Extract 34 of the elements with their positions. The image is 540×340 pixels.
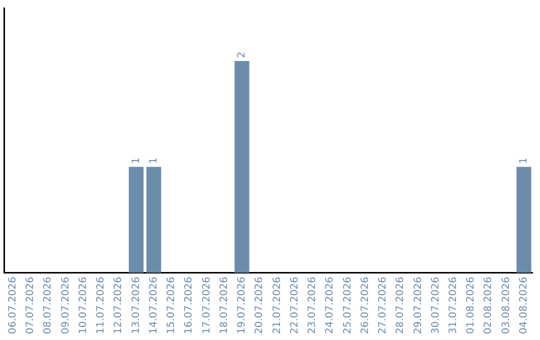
x-tick-label: 25.07.2026 (342, 276, 354, 334)
x-tick-label: 12.07.2026 (113, 276, 124, 334)
data-label: 1 (148, 157, 160, 164)
data-label: 1 (130, 157, 142, 164)
x-tick-label: 18.07.2026 (218, 276, 230, 334)
x-tick-label: 06.07.2026 (7, 276, 18, 334)
x-tick-label: 22.07.2026 (289, 276, 300, 334)
x-tick-label: 27.07.2026 (378, 276, 389, 334)
x-tick-label: 09.07.2026 (60, 276, 72, 334)
x-tick-label: 21.07.2026 (272, 276, 283, 334)
x-tick-label: 26.07.2026 (360, 276, 371, 334)
x-tick-label: 23.07.2026 (307, 276, 318, 334)
x-tick-label: 24.07.2026 (324, 276, 336, 334)
x-tick-label: 14.07.2026 (148, 276, 160, 334)
x-tick-label: 28.07.2026 (395, 276, 406, 334)
data-label: 1 (518, 157, 530, 164)
x-tick-label: 04.08.2026 (518, 276, 530, 334)
x-tick-label: 29.07.2026 (412, 276, 424, 334)
x-tick-label: 08.07.2026 (42, 276, 54, 334)
x-tick-label: 30.07.2026 (430, 276, 442, 334)
x-tick-label: 19.07.2026 (236, 276, 248, 334)
x-tick-label: 03.08.2026 (500, 276, 512, 334)
x-tick-label: 16.07.2026 (184, 276, 195, 334)
x-tick-label: 01.08.2026 (466, 276, 477, 334)
x-tick-label: 20.07.2026 (254, 276, 266, 334)
x-tick-label: 10.07.2026 (78, 276, 89, 334)
x-tick-label: 31.07.2026 (448, 276, 459, 334)
x-tick-label: 15.07.2026 (166, 276, 178, 334)
x-tick-label: 02.08.2026 (483, 276, 494, 334)
data-label: 2 (236, 52, 248, 58)
x-tick-label: 13.07.2026 (130, 276, 142, 334)
x-tick-label: 11.07.2026 (96, 276, 107, 334)
x-tick-label: 07.07.2026 (25, 276, 36, 334)
x-tick-label: 17.07.2026 (201, 276, 212, 334)
